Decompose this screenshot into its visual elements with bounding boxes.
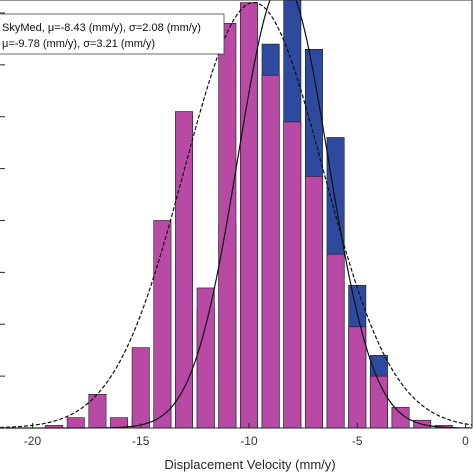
bar-series2-3: [88, 393, 107, 429]
legend-entry-skymed: SkyMed, μ=-8.43 (mm/y), σ=2.08 (mm/y): [2, 22, 201, 34]
bar-series2-11: [261, 74, 280, 429]
bar-series2-5: [131, 347, 150, 429]
x-tick-label-4: -5: [352, 434, 363, 448]
x-tick-label-5: 0: [462, 434, 469, 448]
x-tick-label-1: -20: [24, 434, 42, 448]
bars-layer: [45, 0, 453, 429]
bar-series2-9: [218, 23, 237, 429]
bar-series2-16: [369, 375, 388, 429]
legend: SkyMed, μ=-8.43 (mm/y), σ=2.08 (mm/y) μ=…: [0, 13, 225, 55]
bar-series2-6: [153, 220, 172, 429]
x-tick-label-2: -15: [132, 434, 150, 448]
axes-layer: -20 -15 -10 -5 0: [0, 0, 473, 448]
bar-series2-13: [304, 176, 323, 429]
bar-series2-14: [326, 253, 345, 429]
x-axis-title: Displacement Velocity (mm/y): [164, 457, 335, 472]
x-tick-label-3: -10: [240, 434, 258, 448]
legend-box: [0, 13, 225, 55]
bar-series2-2: [66, 417, 85, 429]
bar-series2-7: [175, 111, 193, 429]
bar-series2-10: [240, 2, 258, 429]
legend-entry-second: μ=-9.78 (mm/y), σ=3.21 (mm/y): [2, 38, 155, 50]
bar-series2-8: [196, 287, 215, 429]
fit-curve-series2: [0, 1, 473, 429]
bar-series2-15: [348, 326, 367, 429]
bar-series2-12: [283, 121, 302, 429]
